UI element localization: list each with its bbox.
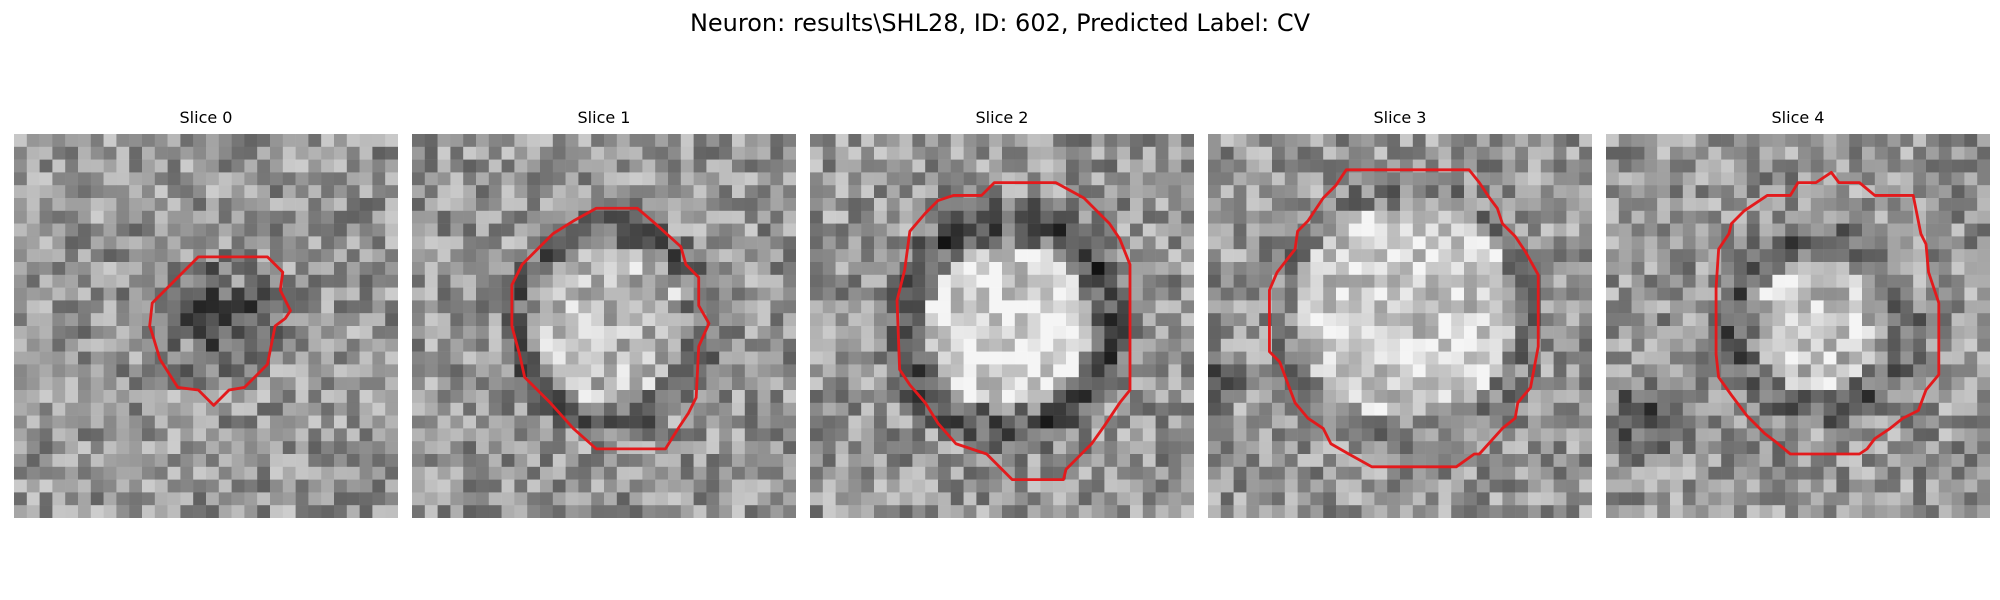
roi-contour-3 bbox=[1268, 168, 1540, 469]
slice-title-1: Slice 1 bbox=[577, 108, 631, 127]
roi-contour-0 bbox=[148, 255, 292, 407]
slice-title-3: Slice 3 bbox=[1373, 108, 1427, 127]
slice-image-2 bbox=[810, 134, 1194, 518]
slice-image-0 bbox=[14, 134, 398, 518]
slice-title-2: Slice 2 bbox=[975, 108, 1029, 127]
slice-image-4 bbox=[1606, 134, 1990, 518]
figure-title: Neuron: results\SHL28, ID: 602, Predicte… bbox=[689, 9, 1311, 37]
roi-contour-4 bbox=[1714, 170, 1941, 456]
slice-image-1 bbox=[412, 134, 796, 518]
slice-title-0: Slice 0 bbox=[179, 108, 233, 127]
slice-image-3 bbox=[1208, 134, 1592, 518]
roi-contour-2 bbox=[895, 181, 1132, 482]
roi-contour-1 bbox=[510, 206, 711, 451]
slice-title-4: Slice 4 bbox=[1771, 108, 1825, 127]
